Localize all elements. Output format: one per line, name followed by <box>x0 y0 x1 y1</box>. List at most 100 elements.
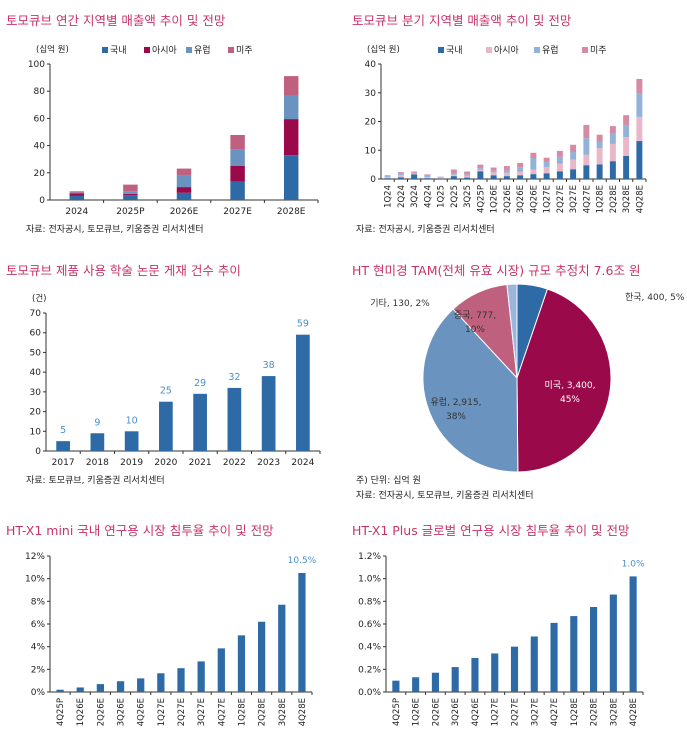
y-tick-label: 0% <box>31 688 46 698</box>
x-tick-label: 3Q25 <box>463 185 473 208</box>
x-tick-label: 3Q27E <box>530 698 540 726</box>
y-tick-label: 4% <box>31 643 46 653</box>
unit-label: (건) <box>32 293 46 304</box>
bar <box>570 616 578 692</box>
bar <box>431 672 439 692</box>
bar-segment-유럽 <box>583 138 590 155</box>
bar <box>471 658 479 692</box>
x-tick-label: 3Q28E <box>609 698 619 726</box>
bar-segment-유럽 <box>397 173 404 175</box>
bar-segment-아시아 <box>530 169 537 175</box>
y-tick-label: 1.2% <box>358 552 381 562</box>
bar-segment-아시아 <box>570 159 577 170</box>
legend-swatch <box>534 47 540 53</box>
bar <box>278 604 286 692</box>
bar-segment-미주 <box>517 162 524 168</box>
x-tick-label: 1Q27E <box>543 185 553 213</box>
bar-segment-미주 <box>636 78 643 94</box>
legend-label: 아시아 <box>152 45 178 56</box>
bar <box>237 635 246 692</box>
bar <box>550 622 558 692</box>
bar-segment-미주 <box>450 169 457 173</box>
bar <box>298 573 306 692</box>
bar-segment-아시아 <box>623 137 630 156</box>
data-label: 29 <box>194 378 206 389</box>
bar <box>392 680 400 692</box>
source-papers: 자료: 토모큐브, 키움증권 리서치센터 <box>26 476 165 486</box>
y-tick-label: 30 <box>30 388 42 398</box>
x-tick-label: 2024 <box>65 207 88 217</box>
pie-slice-유럽 <box>422 308 519 473</box>
x-tick-label: 4Q27E <box>582 185 592 213</box>
bar-segment-미주 <box>123 184 138 192</box>
legend-label: 아시아 <box>494 45 520 56</box>
bar-segment-국내 <box>596 164 603 179</box>
data-label: 32 <box>228 372 240 383</box>
bar-segment-아시아 <box>636 116 643 142</box>
bar-segment-미주 <box>384 175 391 177</box>
bar-segment-국내 <box>464 177 471 179</box>
x-tick-label: 2017 <box>52 458 75 468</box>
bar-segment-아시아 <box>411 173 418 175</box>
y-tick-label: 20 <box>34 169 46 179</box>
pie-label: 유럽, 2,915, <box>431 397 482 408</box>
pie-label: 중국, 777, <box>454 310 496 321</box>
bar-segment-아시아 <box>596 147 603 165</box>
chart-title-tam: HT 현미경 TAM(전체 유효 시장) 규모 추정치 7.6조 원 <box>352 263 641 278</box>
bar-segment-아시아 <box>450 174 457 177</box>
data-label: 59 <box>297 319 309 330</box>
pie-label-pct: 38% <box>446 412 466 422</box>
pie-label: 미국, 3,400, <box>545 380 596 391</box>
bar-segment-국내 <box>230 181 245 200</box>
bar <box>116 681 125 692</box>
data-label: 10 <box>126 415 138 426</box>
bar-segment-국내 <box>411 174 418 179</box>
y-tick-label: 10% <box>25 575 45 585</box>
bar-segment-유럽 <box>530 158 537 170</box>
x-tick-label: 1Q27E <box>491 698 501 726</box>
bar <box>177 668 185 692</box>
x-tick-label: 2Q25 <box>450 185 460 208</box>
chart-title-quarterly: 토모큐브 분기 지역별 매출액 추이 및 전망 <box>352 13 572 28</box>
bar <box>197 661 205 692</box>
bar-segment-유럽 <box>69 192 85 194</box>
y-tick-label: 10 <box>30 427 42 437</box>
legend-swatch <box>102 47 108 53</box>
x-tick-label: 2Q26E <box>96 698 106 726</box>
x-tick-label: 2021 <box>189 458 212 468</box>
bar-segment-아시아 <box>424 176 431 179</box>
y-tick-label: 40 <box>365 60 377 70</box>
x-tick-label: 2Q28E <box>609 185 619 213</box>
bar-segment-유럽 <box>490 170 497 173</box>
x-tick-label: 1Q24 <box>384 185 394 208</box>
x-tick-label: 3Q27E <box>569 185 579 213</box>
x-tick-label: 2018 <box>86 458 109 468</box>
bar-segment-아시아 <box>437 177 444 179</box>
x-tick-label: 1Q28E <box>596 185 606 213</box>
bar <box>629 576 637 692</box>
bar-segment-유럽 <box>464 174 471 176</box>
bar-segment-유럽 <box>503 170 510 173</box>
legend-swatch <box>144 47 150 53</box>
y-tick-label: 6% <box>31 620 46 630</box>
x-tick-label: 2Q28E <box>590 698 600 726</box>
bar-segment-유럽 <box>517 167 524 172</box>
x-tick-label: 2028E <box>277 207 306 217</box>
bar-segment-미주 <box>230 134 245 150</box>
bar <box>609 594 617 692</box>
bar-segment-유럽 <box>636 93 643 117</box>
x-tick-label: 2025P <box>116 207 145 217</box>
data-label: 9 <box>94 417 100 428</box>
x-tick-label: 4Q26E <box>471 698 481 726</box>
bar-segment-미주 <box>69 191 85 193</box>
bar <box>96 684 105 692</box>
x-tick-label: 4Q25P <box>476 185 486 213</box>
x-tick-label: 4Q26E <box>529 185 539 213</box>
x-tick-label: 3Q24 <box>410 185 420 208</box>
bar-segment-국내 <box>176 192 192 200</box>
bar-segment-미주 <box>397 172 404 174</box>
x-tick-label: 1Q28E <box>570 698 580 726</box>
bar <box>56 441 70 451</box>
bar-segment-국내 <box>543 173 550 179</box>
